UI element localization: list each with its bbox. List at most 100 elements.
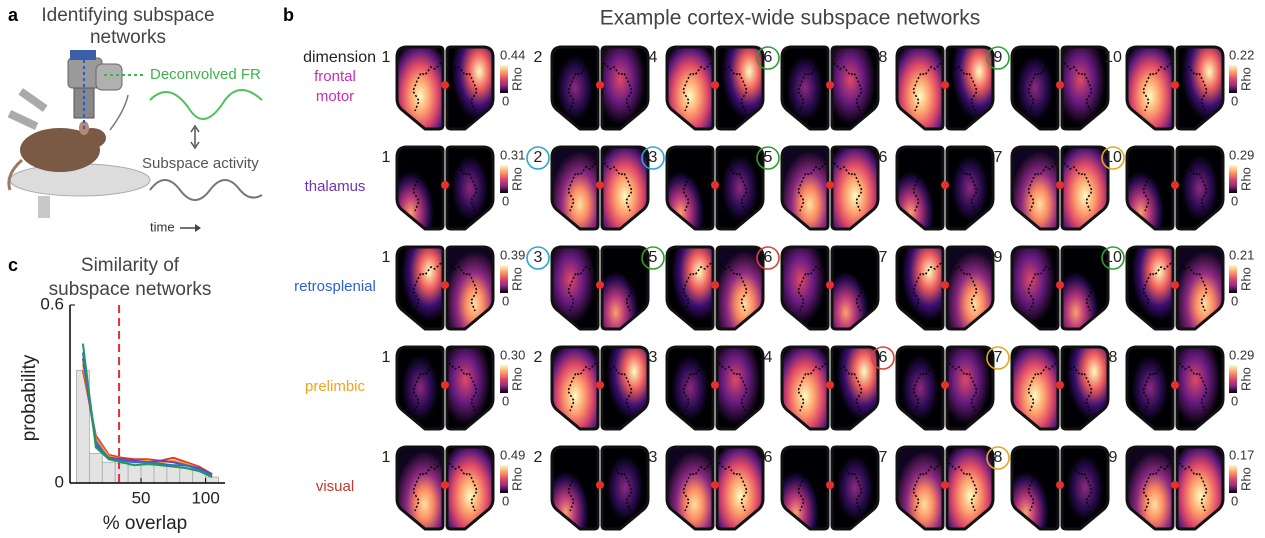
seed-dot bbox=[596, 181, 604, 189]
colorbar-tick: 0 bbox=[1231, 293, 1238, 308]
brain-map bbox=[830, 445, 880, 531]
vessel bbox=[1178, 62, 1208, 112]
colorbar bbox=[1229, 465, 1237, 493]
brain-map bbox=[895, 45, 945, 131]
brain-map bbox=[895, 145, 945, 231]
brain-map bbox=[895, 245, 945, 331]
brain-map bbox=[1175, 245, 1225, 331]
seed-dot bbox=[711, 481, 719, 489]
colorbar-label: Rho bbox=[509, 467, 524, 491]
brain-map bbox=[665, 345, 715, 431]
brain-map bbox=[945, 145, 995, 231]
vessel bbox=[948, 262, 978, 312]
brain-map bbox=[830, 145, 880, 231]
colorbar-tick: 0 bbox=[1231, 93, 1238, 108]
brain-map bbox=[1125, 145, 1175, 231]
dimension-circle bbox=[756, 146, 780, 170]
seed-dot bbox=[1056, 481, 1064, 489]
bar bbox=[127, 464, 142, 484]
colorbar bbox=[1229, 65, 1237, 93]
brain-map bbox=[600, 245, 650, 331]
dimension-number: 1 bbox=[382, 349, 391, 366]
vessel bbox=[682, 362, 712, 412]
vessel bbox=[912, 462, 942, 512]
vessel bbox=[718, 62, 748, 112]
colorbar-tick: 0 bbox=[1231, 393, 1238, 408]
vessel bbox=[1027, 462, 1057, 512]
brain-map bbox=[1060, 45, 1110, 131]
vessel bbox=[718, 262, 748, 312]
brain-map bbox=[715, 345, 765, 431]
colorbar-tick: 0.29 bbox=[1229, 147, 1254, 162]
vessel bbox=[833, 362, 863, 412]
brain-map bbox=[1060, 445, 1110, 531]
brain-map bbox=[550, 445, 600, 531]
dimension-number: 6 bbox=[879, 349, 888, 366]
seed-dot bbox=[826, 381, 834, 389]
vessel bbox=[603, 462, 633, 512]
dimension-number: 3 bbox=[649, 449, 658, 466]
vessel bbox=[567, 62, 597, 112]
brain-map bbox=[550, 345, 600, 431]
colorbar-tick: 0 bbox=[502, 93, 509, 108]
dimension-number: 2 bbox=[534, 349, 543, 366]
dimension-number: 10 bbox=[1104, 49, 1122, 66]
vessel bbox=[718, 162, 748, 212]
vessel bbox=[833, 62, 863, 112]
vessel bbox=[1063, 62, 1093, 112]
seed-dot bbox=[1171, 381, 1179, 389]
seed-dot bbox=[941, 481, 949, 489]
seed-dot bbox=[1171, 481, 1179, 489]
brain-map bbox=[945, 245, 995, 331]
brain-map bbox=[1010, 445, 1060, 531]
seed-dot bbox=[441, 181, 449, 189]
dimension-circle bbox=[641, 146, 665, 170]
colorbar-tick: 0.49 bbox=[500, 447, 525, 462]
vessel bbox=[448, 262, 478, 312]
vessel bbox=[718, 362, 748, 412]
vessel bbox=[1027, 262, 1057, 312]
colorbar-label: Rho bbox=[509, 267, 524, 291]
seed-dot bbox=[441, 81, 449, 89]
vessel bbox=[833, 462, 863, 512]
colorbar-tick: 0.30 bbox=[500, 347, 525, 362]
vessel bbox=[833, 162, 863, 212]
colorbar-label: Rho bbox=[509, 367, 524, 391]
vessel bbox=[948, 362, 978, 412]
vessel bbox=[1178, 462, 1208, 512]
brain-map bbox=[550, 145, 600, 231]
vessel bbox=[1063, 362, 1093, 412]
dimension-circle bbox=[1101, 146, 1125, 170]
brain-map bbox=[780, 45, 830, 131]
seed-dot bbox=[826, 181, 834, 189]
seed-dot bbox=[941, 281, 949, 289]
dimension-number: 1 bbox=[382, 449, 391, 466]
vessel bbox=[448, 362, 478, 412]
colorbar bbox=[1229, 365, 1237, 393]
colorbar bbox=[500, 65, 508, 93]
seed-dot bbox=[1171, 81, 1179, 89]
dimension-number: 7 bbox=[879, 249, 888, 266]
colorbar bbox=[500, 465, 508, 493]
dimension-number: 6 bbox=[764, 49, 773, 66]
colorbar-label: Rho bbox=[509, 67, 524, 91]
brain-map bbox=[1010, 145, 1060, 231]
dimension-number: 6 bbox=[764, 249, 773, 266]
vessel bbox=[1063, 162, 1093, 212]
colorbar bbox=[500, 165, 508, 193]
bar bbox=[101, 461, 116, 484]
vessel bbox=[412, 462, 442, 512]
dimension-label: dimension bbox=[303, 49, 376, 66]
seed-dot bbox=[711, 381, 719, 389]
vessel bbox=[1027, 162, 1057, 212]
vessel bbox=[912, 262, 942, 312]
dimension-number: 2 bbox=[534, 49, 543, 66]
vessel bbox=[682, 62, 712, 112]
brain-map bbox=[1175, 145, 1225, 231]
brain-map bbox=[1125, 445, 1175, 531]
vessel bbox=[567, 162, 597, 212]
seed-dot bbox=[711, 81, 719, 89]
series-line bbox=[81, 343, 213, 478]
vessel bbox=[1063, 262, 1093, 312]
vessel bbox=[797, 162, 827, 212]
